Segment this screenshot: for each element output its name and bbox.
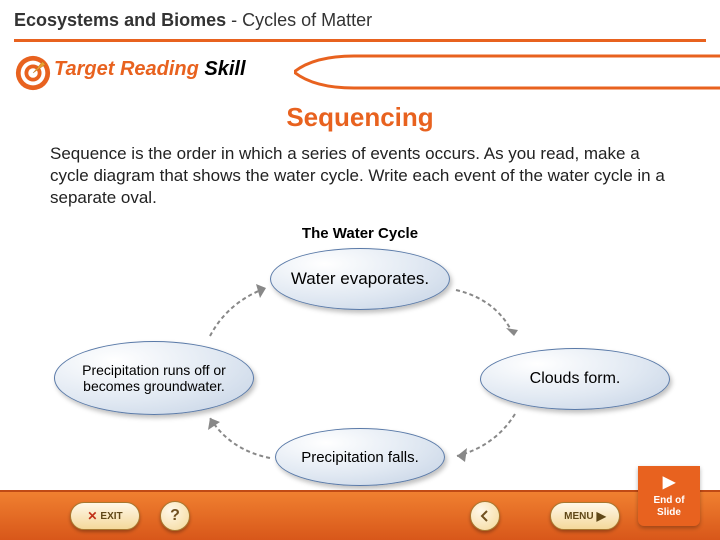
menu-button-pill: MENU ▶: [550, 502, 620, 530]
prev-button[interactable]: [470, 501, 500, 531]
cycle-node-evaporates: Water evaporates.: [270, 248, 450, 310]
bookmark-triangle-icon: ▶: [663, 473, 675, 492]
badge-skill: Skill: [204, 58, 245, 80]
end-of-slide-bookmark[interactable]: ▶ End of Slide: [638, 466, 700, 526]
title-bold: Ecosystems and Biomes: [14, 10, 226, 30]
page-title: Ecosystems and Biomes - Cycles of Matter: [14, 10, 706, 31]
cycle-node-clouds: Clouds form.: [480, 348, 670, 410]
arrow-bottom-left: [200, 408, 280, 468]
header: Ecosystems and Biomes - Cycles of Matter: [0, 0, 720, 35]
arrow-left-top: [200, 278, 280, 348]
target-icon: [14, 54, 52, 92]
content-area: Sequencing Sequence is the order in whic…: [0, 94, 720, 488]
water-cycle-diagram: Water evaporates. Clouds form. Precipita…: [50, 248, 670, 488]
cycle-node-precipitation-falls: Precipitation falls.: [275, 428, 445, 486]
menu-label: MENU: [564, 511, 593, 522]
arrow-top-right: [448, 280, 528, 350]
body-text: Sequence is the order in which a series …: [50, 143, 670, 209]
exit-button[interactable]: ✕ EXIT: [70, 502, 140, 530]
badge-target-reading: Target Reading: [54, 58, 204, 80]
help-button[interactable]: ?: [160, 501, 190, 531]
diagram-title: The Water Cycle: [50, 225, 670, 242]
chevron-left-icon: [470, 501, 500, 531]
bookmark-line1: End of: [653, 495, 684, 507]
arrow-right-bottom: [445, 406, 525, 466]
badge-text-wrap: Target Reading Skill: [54, 58, 246, 81]
chevron-right-icon: ▶: [597, 509, 606, 523]
section-title: Sequencing: [50, 102, 670, 133]
target-reading-skill-badge: Target Reading Skill: [14, 54, 706, 94]
menu-button[interactable]: MENU ▶: [550, 502, 620, 530]
exit-button-pill: ✕ EXIT: [70, 502, 140, 530]
bookmark-line2: Slide: [657, 507, 681, 519]
badge-text: Target Reading Skill: [54, 58, 246, 81]
footer-bar: ✕ EXIT ? MENU ▶ ▶ End of Slide: [0, 490, 720, 540]
help-icon: ?: [160, 501, 190, 531]
exit-x-icon: ✕: [87, 509, 97, 523]
title-rest: - Cycles of Matter: [226, 10, 372, 30]
exit-label: EXIT: [100, 511, 122, 522]
badge-curve: [294, 54, 720, 90]
header-underline: [14, 39, 706, 42]
cycle-node-runoff: Precipitation runs off or becomes ground…: [54, 341, 254, 415]
